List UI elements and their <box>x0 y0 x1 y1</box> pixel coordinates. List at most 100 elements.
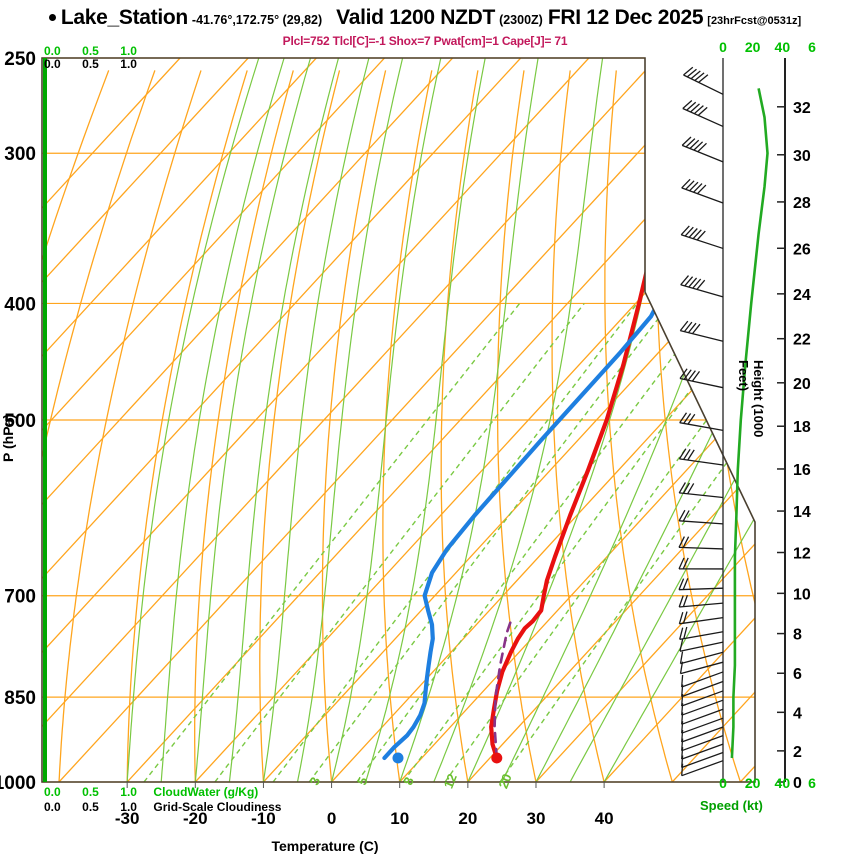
cloudiness-tick-2: 1.0 <box>120 57 137 71</box>
mixing-ratio-lines <box>143 303 755 782</box>
height-tick-label: 22 <box>793 332 811 349</box>
temperature-tick-label: 20 <box>458 809 477 828</box>
wind-barb <box>680 225 724 250</box>
speed-tick-label-bottom: 0 <box>719 775 727 791</box>
cloudiness-b-tick-0: 0.0 <box>44 800 61 814</box>
speed-axis-title: Speed (kt) <box>700 798 763 813</box>
pressure-tick-label: 300 <box>4 144 36 165</box>
speed-tick-label-bottom: 40 <box>775 775 791 791</box>
pressure-tick-label: 850 <box>4 688 36 709</box>
wind-barb <box>683 66 724 95</box>
cloudiness-tick-1: 0.5 <box>82 57 99 71</box>
wind-barb <box>679 626 724 641</box>
wind-barb <box>681 717 724 734</box>
wind-barb <box>681 751 724 769</box>
mixing-ratio-label: 12 <box>441 772 460 791</box>
wind-barb <box>681 178 724 204</box>
station-name: Lake_Station <box>60 6 188 29</box>
forecast-stamp: [23hrFcst@0531z] <box>707 15 802 27</box>
pressure-tick-label: 500 <box>4 411 36 432</box>
wind-barb <box>680 275 724 298</box>
cloudwater-b-tick-2: 1.0 <box>120 785 137 799</box>
wind-barb <box>678 611 724 625</box>
wind-barb <box>679 661 724 675</box>
wind-barb <box>682 100 724 128</box>
surface-dewpoint-dot <box>392 752 404 764</box>
temperature-axis-title: Temperature (C) <box>271 838 379 854</box>
wind-barb <box>681 743 724 760</box>
wind-barb <box>681 680 724 698</box>
cloudiness-b-tick-1: 0.5 <box>82 800 99 814</box>
wind-barb <box>678 536 724 550</box>
wind-barb <box>681 726 724 743</box>
temperature-tick-label: 0 <box>327 809 336 828</box>
title-bar: Lake_Station -41.76°,172.75° (29,82) Val… <box>0 6 850 34</box>
axis-tick-labels: 358122001020302503004005007008501000-30-… <box>0 39 816 828</box>
height-tick-label: 24 <box>793 287 811 304</box>
height-tick-label: 2 <box>793 744 802 761</box>
wind-barb <box>679 320 724 342</box>
valid-time: Valid 1200 NZDT <box>336 6 496 29</box>
cloudwater-scale-bottom: 0.0 0.5 1.0 CloudWater (g/Kg) <box>44 783 258 801</box>
height-tick-label: 30 <box>793 148 811 165</box>
height-tick-label: 4 <box>793 705 802 722</box>
speed-profile-line <box>730 88 769 759</box>
cloudiness-b-tick-2: 1.0 <box>120 800 137 814</box>
valid-date: FRI 12 Dec 2025 <box>547 6 704 29</box>
pressure-axis-title: P (hPa) <box>0 414 16 462</box>
temperature-tick-label: -10 <box>251 809 276 828</box>
wind-barb <box>678 594 724 608</box>
height-tick-label: 12 <box>793 546 811 563</box>
wind-barb <box>681 136 724 163</box>
mixing-ratio-label: 5 <box>354 775 371 787</box>
dry-adiabat-lines <box>42 70 755 782</box>
height-tick-label: 8 <box>793 627 802 644</box>
speed-tick-label-bottom: 6 <box>808 775 816 791</box>
height-tick-label: 6 <box>793 666 802 683</box>
temperature-tick-label: -20 <box>183 809 208 828</box>
curve-parcel <box>493 619 513 760</box>
wind-barb <box>679 651 724 665</box>
height-tick-label: 0 <box>793 775 802 792</box>
cloudwater-scale-top: 0.0 0.5 1.0 <box>44 42 137 60</box>
wind-barb <box>678 557 724 570</box>
valid-utc: (2300Z) <box>499 13 543 27</box>
cloudiness-scale-bottom: 0.0 0.5 1.0 Grid-Scale Cloudiness <box>44 798 281 816</box>
height-tick-label: 26 <box>793 241 811 258</box>
speed-tick-label-top: 40 <box>775 39 791 55</box>
speed-tick-label-top: 6 <box>808 39 816 55</box>
wind-barb <box>679 368 724 389</box>
plot-frame <box>41 57 756 783</box>
height-axis-title: Height (1000 Feet) <box>736 360 766 438</box>
height-tick-label: 20 <box>793 376 811 393</box>
cloudwater-b-tick-0: 0.0 <box>44 785 61 799</box>
temperature-tick-label: -30 <box>115 809 140 828</box>
wind-barb <box>681 708 724 725</box>
speed-tick-label-top: 0 <box>719 39 727 55</box>
temperature-tick-label: 10 <box>390 809 409 828</box>
cloudwater-b-tick-1: 0.5 <box>82 785 99 799</box>
mixing-ratio-label: 20 <box>495 772 514 791</box>
stability-indices: Plcl=752 Tlcl[C]=-1 Shox=7 Pwat[cm]=1 Ca… <box>282 34 568 48</box>
height-tick-label: 18 <box>793 419 811 436</box>
height-tick-label: 16 <box>793 462 811 479</box>
cloudiness-scale-top: 0.0 0.5 1.0 <box>44 55 137 73</box>
cloudwater-tick-1: 0.5 <box>82 44 99 58</box>
wind-speed-profile <box>730 88 769 759</box>
pressure-tick-label: 1000 <box>0 773 36 794</box>
pressure-tick-label: 250 <box>4 49 36 70</box>
speed-tick-label-bottom: 20 <box>745 775 761 791</box>
wind-barb <box>681 671 724 688</box>
temperature-tick-label: 30 <box>527 809 546 828</box>
wind-barb <box>679 639 724 652</box>
speed-tick-label-top: 20 <box>745 39 761 55</box>
height-tick-label: 28 <box>793 195 811 212</box>
cloudwater-legend-label: CloudWater (g/Kg) <box>153 785 259 799</box>
surface-temperature-dot <box>491 752 503 764</box>
cloudwater-tick-0: 0.0 <box>44 44 61 58</box>
pressure-tick-label: 700 <box>4 587 36 608</box>
wind-barb <box>678 482 724 499</box>
wind-barb <box>681 699 724 716</box>
